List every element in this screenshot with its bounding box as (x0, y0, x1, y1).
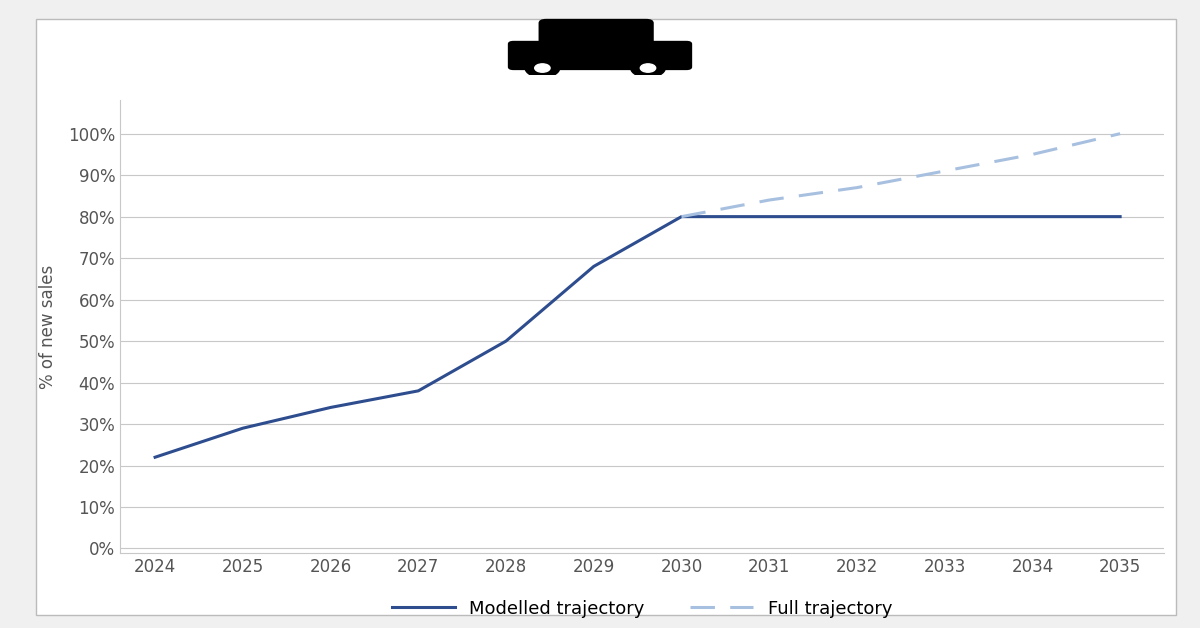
FancyBboxPatch shape (508, 41, 692, 70)
Circle shape (631, 58, 665, 77)
Y-axis label: % of new sales: % of new sales (38, 264, 56, 389)
FancyBboxPatch shape (539, 19, 654, 50)
Legend: Modelled trajectory, Full trajectory: Modelled trajectory, Full trajectory (385, 593, 899, 625)
Circle shape (641, 64, 655, 72)
Circle shape (526, 58, 559, 77)
Circle shape (535, 64, 550, 72)
